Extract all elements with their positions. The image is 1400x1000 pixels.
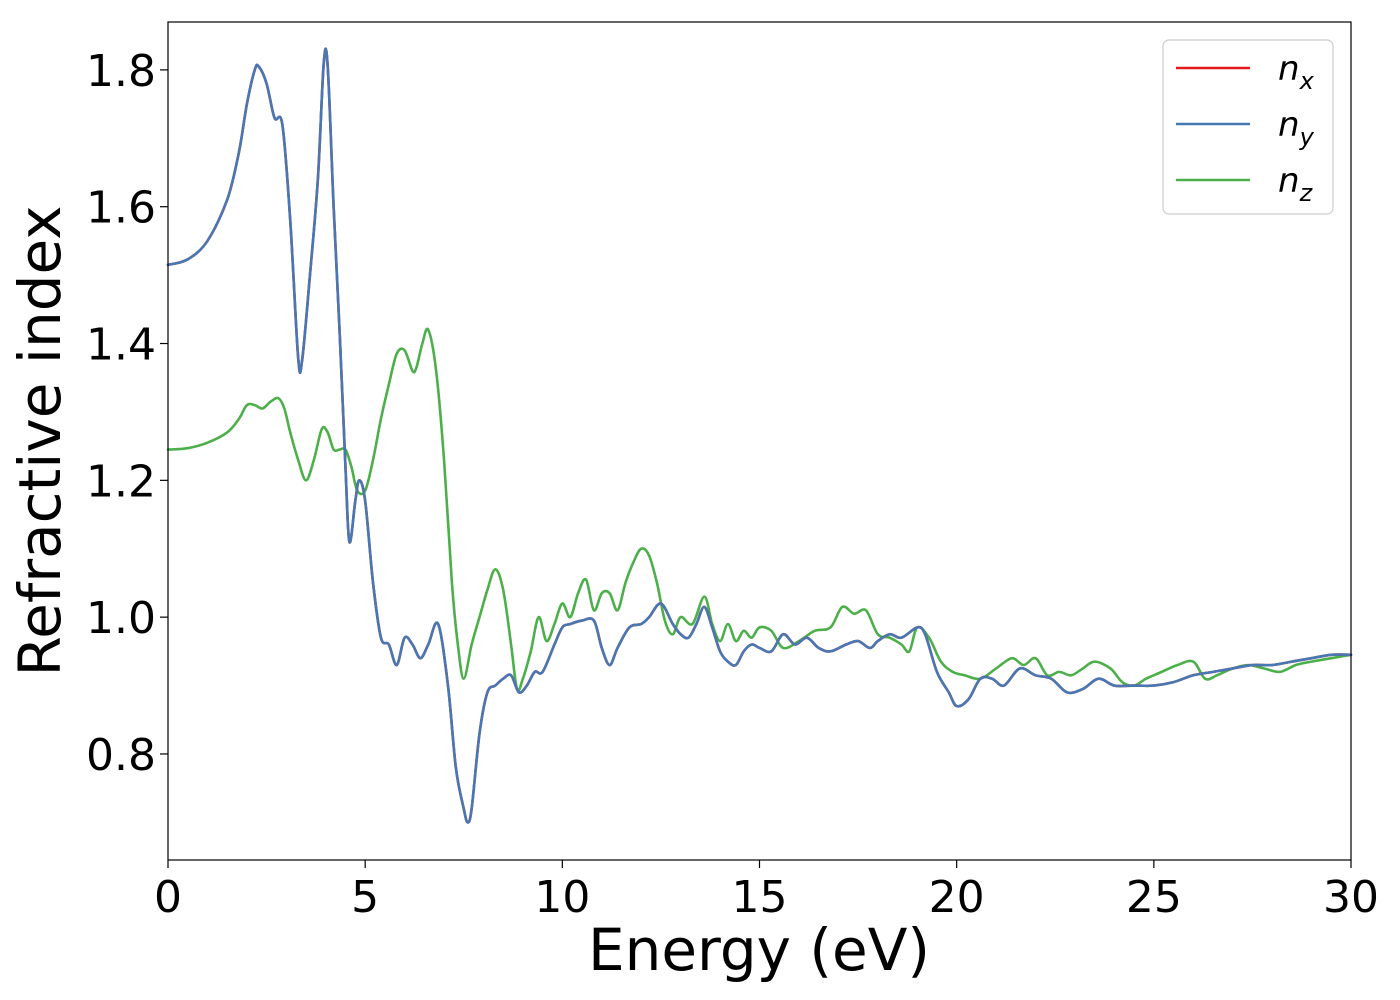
x-tick-label: 0 [154, 872, 182, 923]
series-line-y [166, 47, 1353, 824]
x-tick-label: 5 [351, 872, 379, 923]
x-tick-label: 30 [1323, 872, 1379, 923]
x-tick-label: 20 [929, 872, 985, 923]
x-tick-label: 15 [732, 872, 788, 923]
y-axis-label: Refractive index [6, 205, 74, 676]
legend-items: nx ny nz [1176, 49, 1315, 207]
x-axis-label: Energy (eV) [588, 916, 930, 984]
y-tick-label: 1.4 [86, 320, 156, 371]
y-tick-label: 1.0 [86, 593, 156, 644]
legend-label-z: nz [1278, 161, 1314, 207]
y-tick-label: 1.2 [86, 456, 156, 507]
x-tick-label: 25 [1126, 872, 1182, 923]
x-axis-ticks: 0 5 10 15 20 25 30 [154, 860, 1379, 923]
y-tick-label: 0.8 [86, 730, 156, 781]
series-layer [166, 47, 1353, 824]
y-tick-label: 1.8 [86, 46, 156, 97]
series-line-z [166, 327, 1353, 692]
legend-label-x: nx [1278, 49, 1315, 95]
x-tick-label: 10 [534, 872, 590, 923]
legend: nx ny nz [1162, 39, 1334, 215]
y-tick-label: 1.6 [86, 183, 156, 234]
legend-label-y: ny [1278, 105, 1315, 151]
y-axis-ticks: 0.8 1.0 1.2 1.4 1.6 1.8 [86, 46, 168, 781]
legend-box [1162, 39, 1334, 215]
